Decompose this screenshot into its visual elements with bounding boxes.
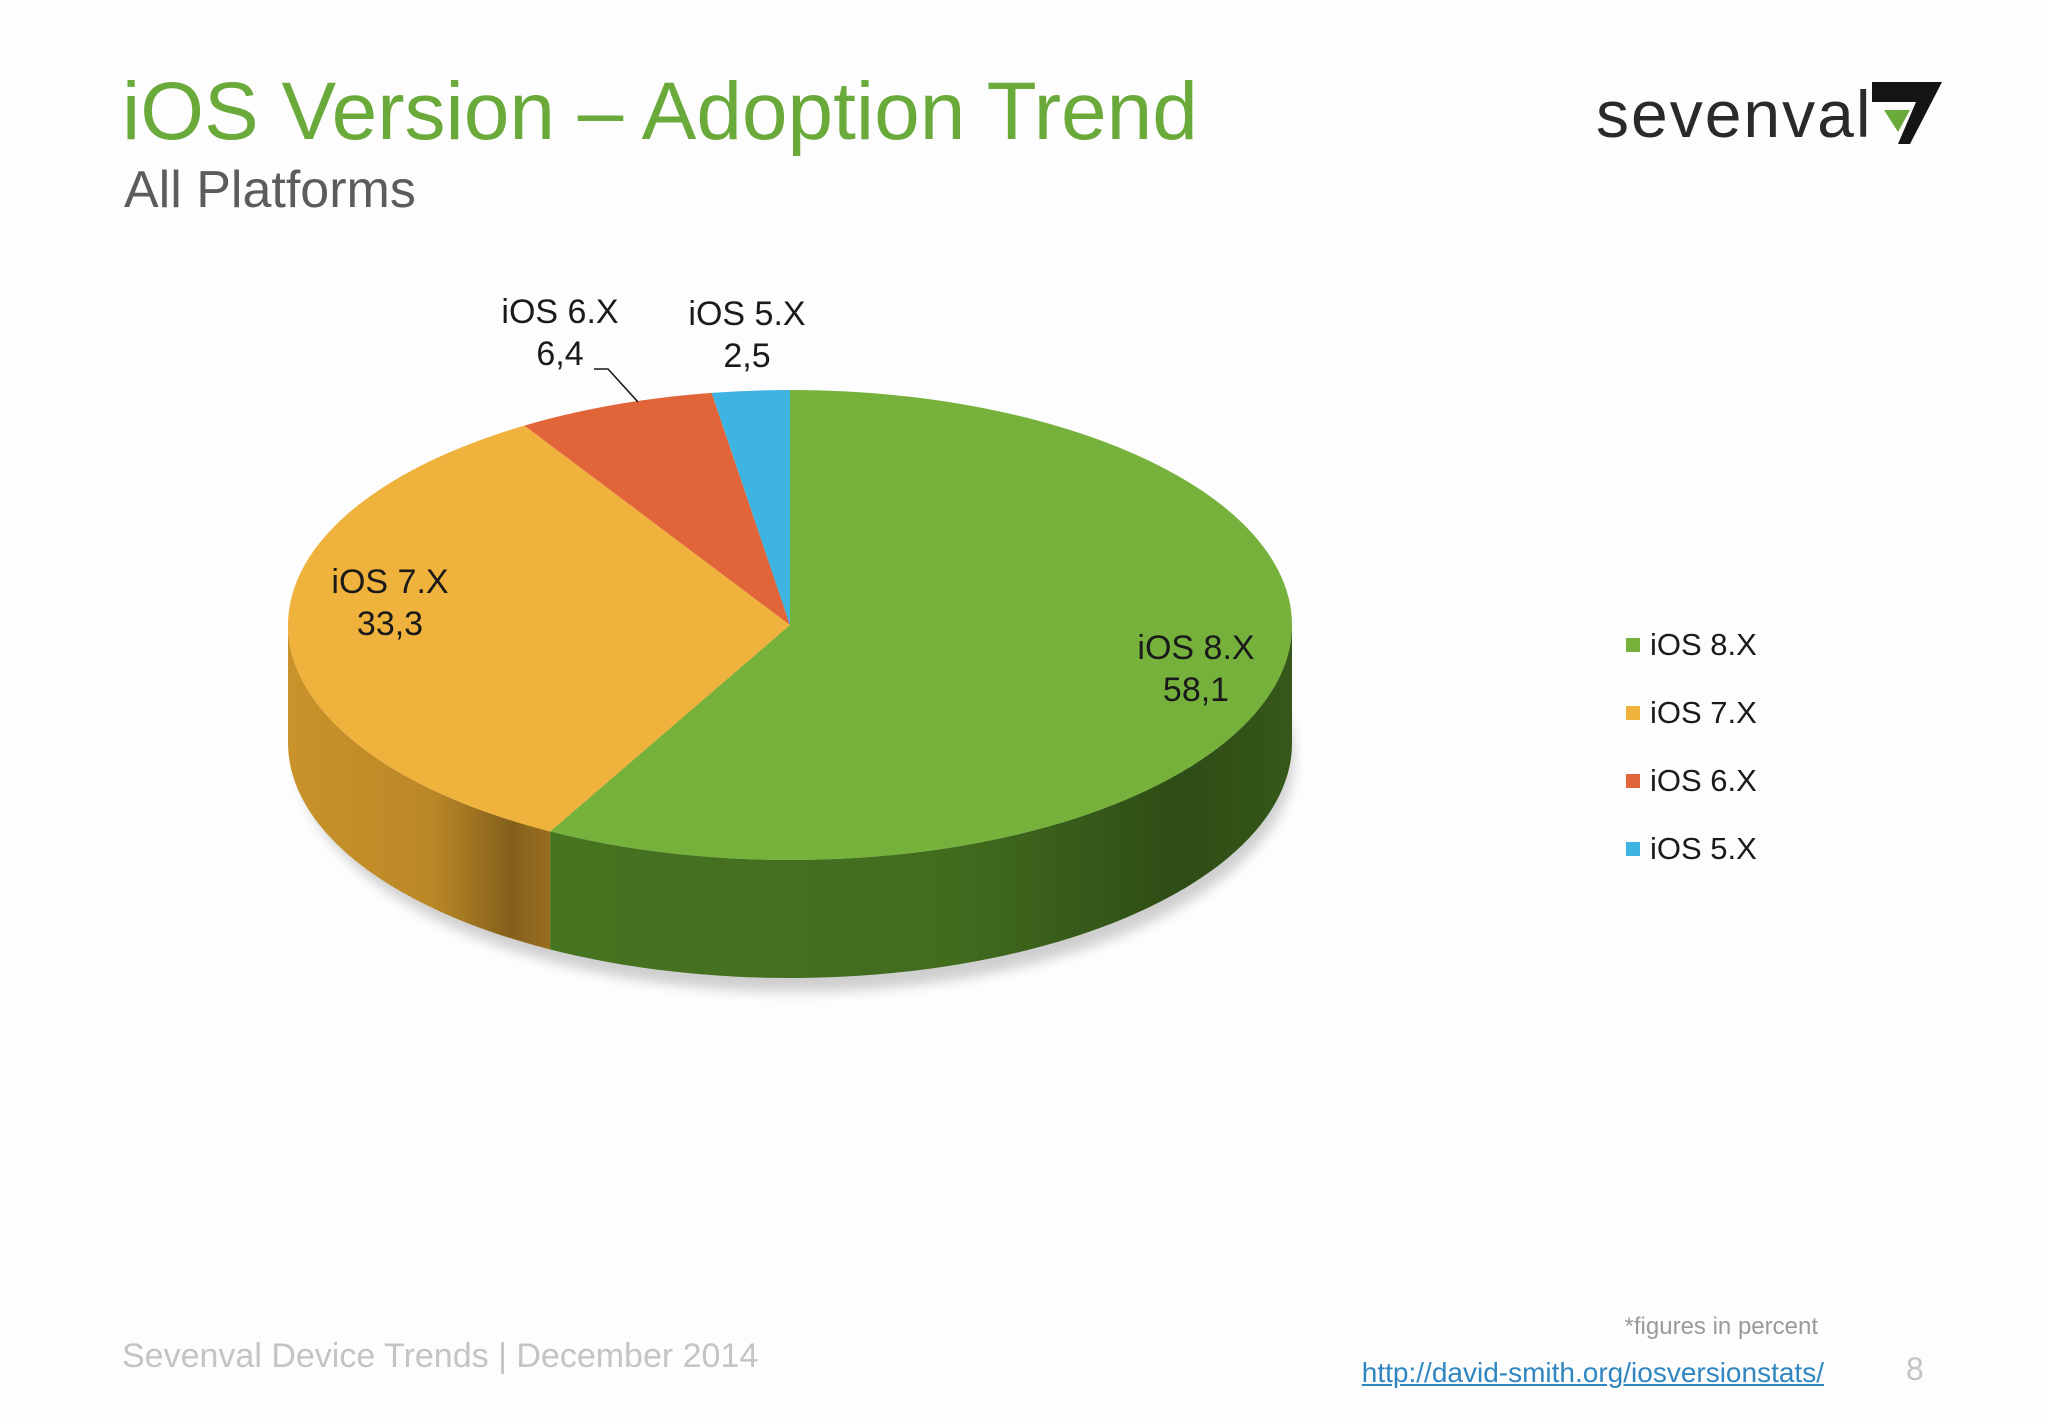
data-label-name-ios8: iOS 8.X [1137, 629, 1254, 667]
legend-swatch-ios7 [1626, 706, 1640, 720]
page-number: 8 [1906, 1351, 1924, 1387]
slide-subtitle: All Platforms [124, 161, 416, 219]
pie-slice-ios8 [550, 390, 1292, 860]
legend-label-ios5: iOS 5.X [1650, 831, 1757, 866]
data-label-name-ios6: iOS 6.X [501, 293, 618, 331]
leader-line-ios6 [594, 368, 639, 403]
data-label-value-ios5: 2,5 [723, 337, 770, 375]
brand-logo: sevenval [1596, 74, 1946, 154]
data-label-name-ios7: iOS 7.X [331, 563, 448, 601]
data-label-value-ios7: 33,3 [357, 605, 423, 643]
data-label-value-ios8: 58,1 [1163, 671, 1229, 709]
legend-swatch-ios5 [1626, 842, 1640, 856]
pie-slice-ios7 [287, 425, 790, 832]
footer-text: Sevenval Device Trends | December 2014 [122, 1337, 759, 1375]
data-label-value-ios6: 6,4 [536, 335, 583, 373]
pie-slice-ios5 [711, 390, 790, 625]
legend-label-ios6: iOS 6.X [1650, 763, 1757, 798]
legend-swatch-ios6 [1626, 774, 1640, 788]
legend-swatch-ios8 [1626, 638, 1640, 652]
seven-logo-icon [1872, 82, 1942, 144]
pie-side-shade-ios8 [550, 625, 1292, 979]
source-link[interactable]: http://david-smith.org/iosversionstats/ [1361, 1357, 1824, 1388]
pie-side-shade-ios7 [288, 625, 551, 950]
pie-slice-ios6 [524, 392, 790, 625]
legend-label-ios8: iOS 8.X [1650, 627, 1757, 662]
brand-wordmark: sevenval [1596, 77, 1873, 151]
data-label-name-ios5: iOS 5.X [688, 295, 805, 333]
slide-title: iOS Version – Adoption Trend [122, 66, 1198, 157]
legend-label-ios7: iOS 7.X [1650, 695, 1757, 730]
footnote: *figures in percent [1624, 1313, 1818, 1340]
